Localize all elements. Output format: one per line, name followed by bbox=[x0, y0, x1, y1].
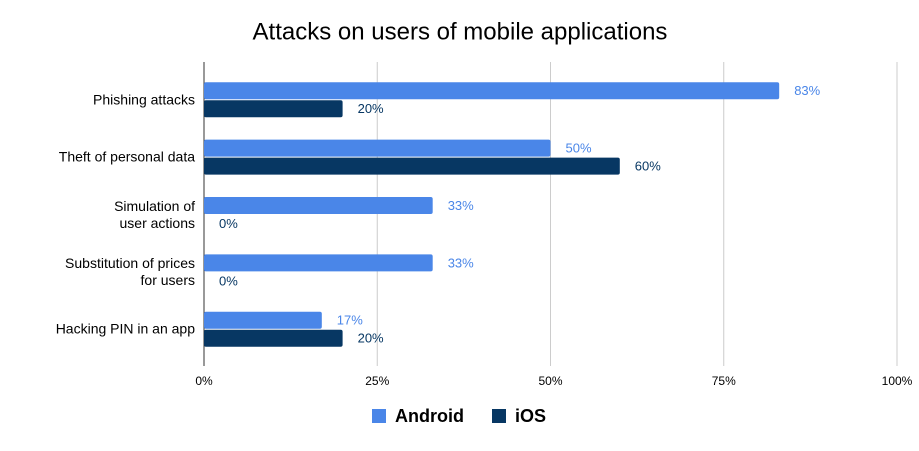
x-tick-label: 0% bbox=[195, 374, 213, 388]
chart-title: Attacks on users of mobile applications bbox=[253, 18, 668, 45]
x-tick-label: 75% bbox=[712, 374, 736, 388]
y-tick-label: Simulation of user actions bbox=[114, 197, 195, 231]
bar bbox=[204, 139, 551, 157]
y-tick-label: Theft of personal data bbox=[58, 148, 195, 165]
y-tick-label: Hacking PIN in an app bbox=[55, 320, 195, 337]
legend-label: Android bbox=[395, 406, 464, 426]
value-label: 17% bbox=[337, 313, 363, 328]
value-label: 0% bbox=[219, 273, 238, 288]
bar bbox=[204, 197, 433, 214]
bar bbox=[204, 157, 620, 175]
bar bbox=[204, 100, 343, 118]
y-tick-label: Substitution of prices for users bbox=[65, 254, 195, 288]
value-label: 83% bbox=[794, 83, 820, 98]
value-label: 33% bbox=[448, 255, 474, 270]
x-tick-label: 50% bbox=[538, 374, 562, 388]
value-label: 60% bbox=[635, 159, 661, 174]
bar bbox=[204, 82, 780, 100]
x-tick-label: 25% bbox=[365, 374, 389, 388]
legend-swatch bbox=[492, 409, 506, 423]
y-tick-label: Phishing attacks bbox=[93, 91, 195, 108]
value-label: 20% bbox=[358, 331, 384, 346]
bar bbox=[204, 311, 322, 329]
value-label: 50% bbox=[566, 141, 592, 156]
legend-swatch bbox=[372, 409, 386, 423]
value-label: 20% bbox=[358, 101, 384, 116]
bar bbox=[204, 254, 433, 272]
bar bbox=[204, 329, 343, 347]
x-tick-label: 100% bbox=[882, 374, 913, 388]
legend-label: iOS bbox=[515, 406, 546, 426]
value-label: 33% bbox=[448, 198, 474, 213]
value-label: 0% bbox=[219, 216, 238, 231]
